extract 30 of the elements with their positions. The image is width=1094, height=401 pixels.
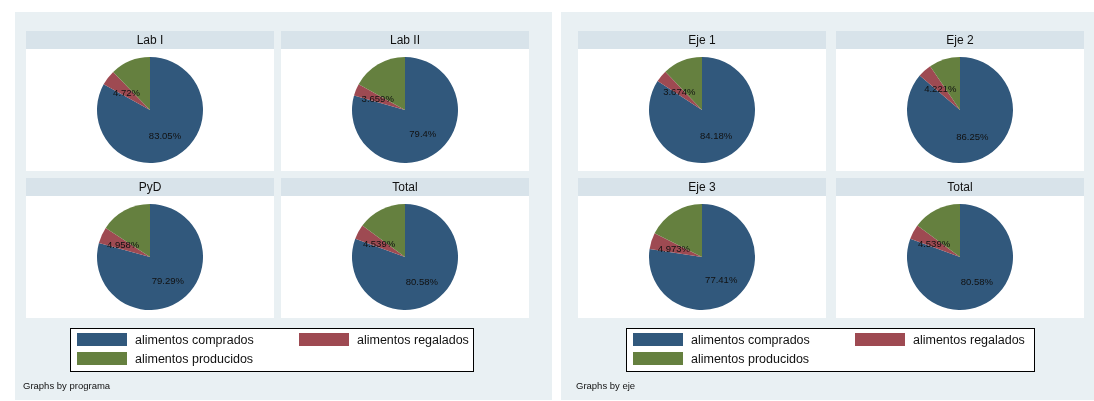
data-label: 4.973% [657,242,691,254]
slice-label: Eje 3 [578,178,826,196]
slice-label: Eje 1 [578,31,826,49]
data-label: 80.58% [960,275,994,287]
data-label: 79.29% [151,274,185,286]
slice-label: Lab II [281,31,529,49]
data-label: 86.25% [956,131,990,143]
data-label: 79.4% [409,128,437,140]
data-label: 3.659% [361,93,395,105]
data-label: 80.58% [405,275,439,287]
slice-label: Total [281,178,529,196]
text: Graphs by programa [23,380,111,391]
data-label: 77.41% [705,273,738,285]
legend-label: alimentos regalados [912,333,1025,347]
slice-label: Lab I [26,31,274,49]
data-label: 4.221% [924,82,957,94]
slice-label: Eje 2 [836,31,1084,49]
data-label: 83.05% [148,129,182,141]
slice-label: PyD [26,178,274,196]
legend-label: alimentos comprados [690,333,810,347]
data-label: 84.18% [699,130,733,142]
data-label: 4.539% [362,237,396,249]
data-label: 4.539% [917,237,951,249]
data-label: 4.958% [107,239,140,251]
text: Graphs by eje [576,380,636,391]
legend-label: alimentos comprados [134,333,254,347]
legend-label: alimentos regalados [356,333,469,347]
slice-label: Total [836,178,1084,196]
legend-label: alimentos producidos [690,352,810,366]
legend-label: alimentos producidos [134,352,254,366]
